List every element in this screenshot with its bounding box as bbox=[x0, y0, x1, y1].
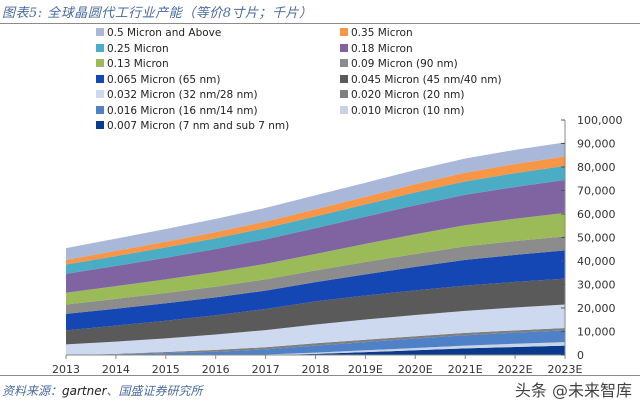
legend-item: 0.5 Micron and Above bbox=[96, 26, 221, 40]
y-tick-label: 60,000 bbox=[577, 208, 616, 221]
legend-item: 0.010 Micron (10 nm) bbox=[340, 104, 464, 118]
area-series-10 bbox=[66, 165, 565, 274]
legend-item: 0.09 Micron (90 nm) bbox=[340, 57, 458, 71]
area-series-9 bbox=[66, 179, 565, 293]
x-tick-label: 2021E bbox=[448, 363, 483, 376]
legend-label: 0.065 Micron (65 nm) bbox=[107, 73, 221, 86]
y-tick-label: 40,000 bbox=[577, 255, 616, 268]
source-name: gartner bbox=[62, 384, 107, 398]
area-layers bbox=[66, 142, 565, 355]
top-divider bbox=[0, 23, 640, 24]
legend-swatch bbox=[340, 43, 348, 52]
legend-item: 0.007 Micron (7 nm and sub 7 nm) bbox=[96, 119, 289, 133]
legend-label: 0.007 Micron (7 nm and sub 7 nm) bbox=[107, 120, 290, 132]
legend-label: 0.13 Micron bbox=[107, 58, 169, 70]
source-suffix: 、国盛证券研究所 bbox=[106, 384, 203, 398]
area-series-2 bbox=[66, 330, 565, 355]
legend-label: 0.016 Micron (16 nm/14 nm) bbox=[107, 104, 258, 117]
legend-swatch bbox=[96, 59, 104, 67]
area-series-8 bbox=[66, 212, 565, 305]
axes: 2013 2014 2015 2016 2017 2018 2019E 2020E 2021E 2… bbox=[52, 114, 623, 376]
y-tick-label: 0 bbox=[577, 349, 584, 362]
area-series-7 bbox=[66, 236, 565, 314]
y-tick-label: 20,000 bbox=[577, 302, 616, 315]
watermark: 头条 @未来智库 bbox=[514, 381, 632, 400]
x-tick-label: 2015 bbox=[152, 363, 180, 376]
x-tick-label: 2018 bbox=[302, 363, 330, 376]
legend-label: 0.18 Micron bbox=[351, 42, 413, 55]
x-tick-label: 2020E bbox=[398, 363, 433, 376]
area-series-5 bbox=[66, 278, 565, 345]
x-tick-label: 2023E bbox=[548, 363, 583, 376]
y-tick-label: 100,000 bbox=[577, 114, 623, 127]
legend-item: 0.35 Micron bbox=[340, 26, 413, 40]
y-tick-label: 90,000 bbox=[577, 138, 616, 151]
area-series-3 bbox=[66, 327, 565, 355]
legend-label: 0.25 Micron bbox=[107, 42, 169, 55]
legend-label: 0.35 Micron bbox=[351, 27, 413, 39]
area-series-11 bbox=[66, 156, 565, 265]
x-tick-label: 2014 bbox=[102, 363, 130, 376]
legend-swatch bbox=[96, 105, 104, 114]
legend-swatch bbox=[96, 121, 104, 129]
y-tick-label: 50,000 bbox=[577, 232, 616, 245]
y-tick-label: 80,000 bbox=[577, 161, 616, 174]
area-series-6 bbox=[66, 250, 565, 331]
legend-label: 0.5 Micron and Above bbox=[107, 27, 222, 39]
x-tick-label: 2022E bbox=[498, 363, 533, 376]
area-series-0 bbox=[66, 345, 565, 355]
legend-item: 0.18 Micron bbox=[340, 42, 413, 56]
x-tick-label: 2016 bbox=[202, 363, 230, 376]
legend-item: 0.13 Micron bbox=[96, 57, 169, 71]
source-note: 资料来源：gartner、国盛证券研究所 bbox=[2, 382, 203, 399]
legend-item: 0.016 Micron (16 nm/14 nm) bbox=[96, 104, 258, 118]
legend-swatch bbox=[340, 59, 348, 67]
legend-item: 0.25 Micron bbox=[96, 42, 169, 56]
legend-swatch bbox=[96, 28, 104, 36]
y-tick-label: 70,000 bbox=[577, 185, 616, 198]
y-tick-label: 10,000 bbox=[577, 326, 616, 339]
x-tick-label: 2013 bbox=[52, 363, 80, 376]
legend-label: 0.020 Micron (20 nm) bbox=[351, 89, 465, 101]
x-tick-label: 2019E bbox=[348, 363, 383, 376]
legend-item: 0.020 Micron (20 nm) bbox=[340, 88, 464, 102]
legend-label: 0.045 Micron (45 nm/40 nm) bbox=[351, 73, 502, 86]
bottom-divider bbox=[0, 375, 640, 376]
y-tick-label: 30,000 bbox=[577, 279, 616, 292]
legend-label: 0.09 Micron (90 nm) bbox=[351, 58, 458, 70]
legend-label: 0.010 Micron (10 nm) bbox=[351, 104, 465, 117]
legend-label: 0.032 Micron (32 nm/28 nm) bbox=[107, 89, 258, 101]
x-tick-label: 2017 bbox=[252, 363, 280, 376]
legend-item: 0.065 Micron (65 nm) bbox=[96, 73, 220, 87]
chart-title: 图表5: 全球晶圆代工行业产能（等价8寸片；千片） bbox=[2, 6, 313, 21]
legend-swatch bbox=[340, 90, 348, 98]
area-series-12 bbox=[66, 142, 565, 260]
legend-item: 0.045 Micron (45 nm/40 nm) bbox=[340, 73, 502, 87]
legend-swatch bbox=[96, 43, 104, 52]
legend-swatch bbox=[96, 74, 104, 83]
legend-swatch bbox=[340, 105, 348, 114]
legend-swatch bbox=[340, 74, 348, 83]
legend-swatch bbox=[340, 28, 348, 36]
area-series-4 bbox=[66, 304, 565, 355]
source-prefix: 资料来源： bbox=[2, 384, 63, 398]
legend-item: 0.032 Micron (32 nm/28 nm) bbox=[96, 88, 258, 102]
legend-swatch bbox=[96, 90, 104, 98]
